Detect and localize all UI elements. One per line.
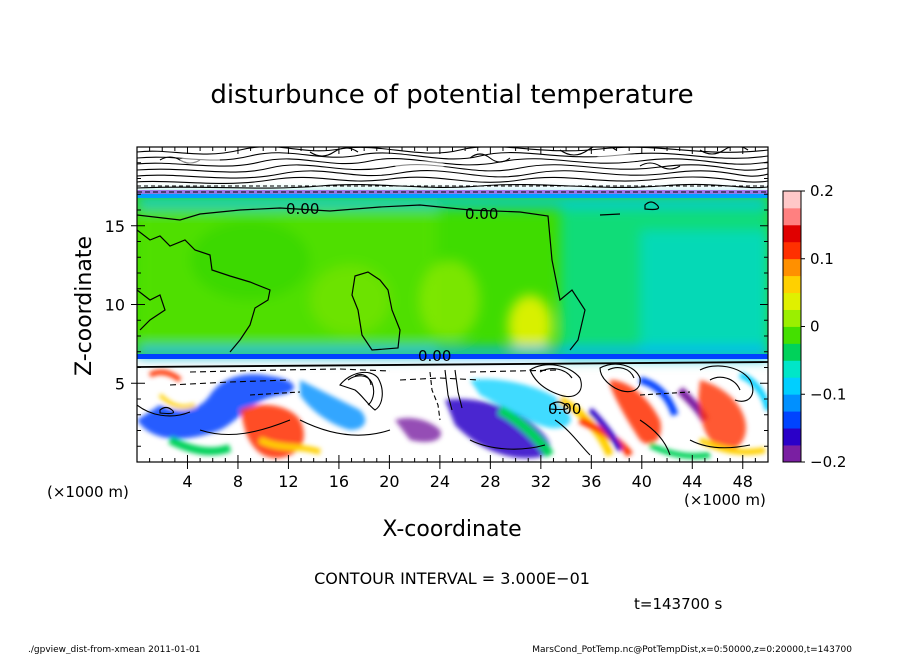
contour-label: 0.00 (418, 347, 451, 365)
x-axis: 4 8 12 16 20 24 28 32 36 40 44 48 (149, 147, 756, 491)
time-label: t=143700 s (634, 595, 722, 613)
colorbar-swatch (783, 326, 801, 344)
colorbar-swatch (783, 258, 801, 277)
x-tick-label: 8 (233, 472, 243, 491)
chart-title: disturbunce of potential temperature (210, 80, 693, 110)
x-tick-label: 20 (379, 472, 399, 491)
colorbar-swatch (783, 360, 801, 378)
colorbar-swatch (783, 343, 801, 361)
contour-interval: CONTOUR INTERVAL = 3.000E−01 (314, 569, 590, 588)
y-tick-label: 10 (105, 296, 125, 315)
colorbar-swatch (783, 377, 801, 395)
colorbar-swatch (783, 241, 801, 260)
x-tick-label: 12 (278, 472, 298, 491)
colorbar-tick-label: −0.2 (810, 453, 846, 471)
colorbar-swatch (783, 224, 801, 243)
x-unit-left: (×1000 m) (47, 483, 129, 501)
colorbar-tick-label: 0 (810, 318, 820, 336)
footer-right: MarsCond_PotTemp.nc@PotTempDist,x=0:5000… (532, 645, 852, 654)
y-axis-label: Z-coordinate (72, 236, 97, 376)
colorbar-swatch (783, 292, 801, 310)
colorbar-swatch (783, 207, 801, 226)
colorbar-swatch (783, 191, 801, 209)
upper-band-field (137, 190, 768, 360)
y-axis: 5 10 15 (105, 162, 768, 447)
colorbar-swatch (783, 275, 801, 294)
top-noise-fill (180, 154, 644, 169)
upper-band-contours (137, 201, 660, 353)
colorbar-swatch (783, 428, 801, 446)
contour-label: 0.00 (465, 205, 498, 223)
plot-area: 0.00 0.00 0.00 0.00 (137, 147, 768, 462)
colorbar-swatch (783, 445, 801, 463)
x-tick-label: 48 (733, 472, 753, 491)
colorbar: 0.2 0.1 0 −0.1 −0.2 (782, 182, 846, 471)
y-tick-label: 5 (115, 374, 125, 393)
x-axis-label: X-coordinate (382, 517, 521, 542)
x-tick-label: 40 (632, 472, 652, 491)
contour-label: 0.00 (548, 400, 581, 418)
x-tick-label: 24 (430, 472, 450, 491)
top-noise-contours (137, 147, 768, 193)
x-tick-label: 4 (182, 472, 192, 491)
colorbar-tick-label: 0.2 (810, 182, 834, 200)
colorbar-tick-label: −0.1 (810, 385, 846, 403)
x-tick-label: 16 (329, 472, 349, 491)
colorbar-swatch (783, 411, 801, 429)
x-tick-label: 36 (581, 472, 601, 491)
footer-left: ./gpview_dist-from-xmean 2011-01-01 (28, 645, 200, 654)
contour-label-group: 0.00 0.00 0.00 0.00 (286, 200, 581, 418)
x-tick-label: 44 (682, 472, 702, 491)
colorbar-swatch (783, 309, 801, 327)
contour-label: 0.00 (286, 200, 319, 218)
colorbar-tick-label: 0.1 (810, 250, 834, 268)
lower-layer-field (137, 369, 768, 460)
lower-layer-contours (137, 361, 768, 456)
x-tick-label: 32 (531, 472, 551, 491)
colorbar-swatch (783, 394, 801, 412)
y-tick-label: 15 (105, 217, 125, 236)
x-unit-right: (×1000 m) (684, 491, 766, 509)
x-tick-label: 28 (480, 472, 500, 491)
